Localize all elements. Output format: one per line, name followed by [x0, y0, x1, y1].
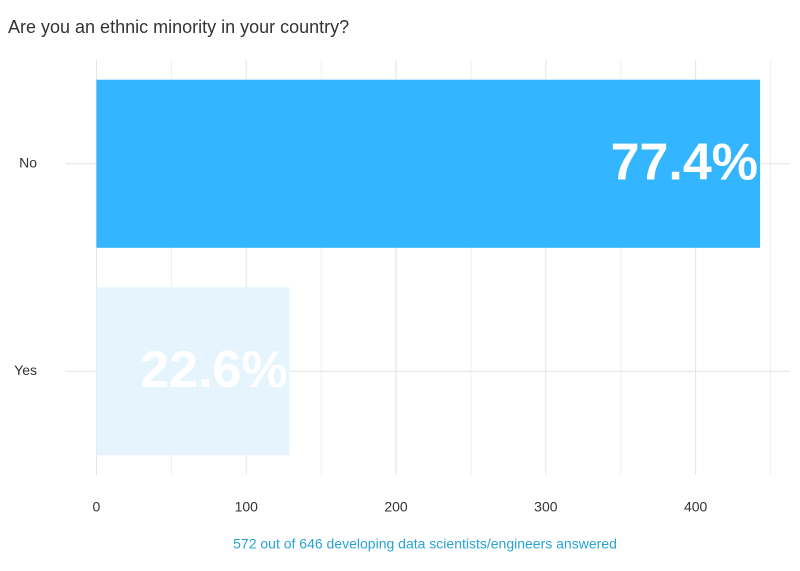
bar: [96, 79, 761, 248]
x-tick-label: 100: [235, 499, 259, 515]
x-tick-label: 0: [93, 499, 101, 515]
y-tick-label: No: [19, 154, 37, 170]
caption: 572 out of 646 developing data scientist…: [233, 536, 617, 552]
bar: [96, 287, 290, 456]
chart-title: Are you an ethnic minority in your count…: [8, 17, 349, 37]
x-tick-label: 400: [684, 499, 708, 515]
y-tick-label: Yes: [14, 362, 37, 378]
x-tick-label: 300: [534, 499, 558, 515]
x-tick-label: 200: [384, 499, 408, 515]
value-label: 77.4%: [611, 133, 758, 191]
value-label: 22.6%: [140, 341, 287, 399]
